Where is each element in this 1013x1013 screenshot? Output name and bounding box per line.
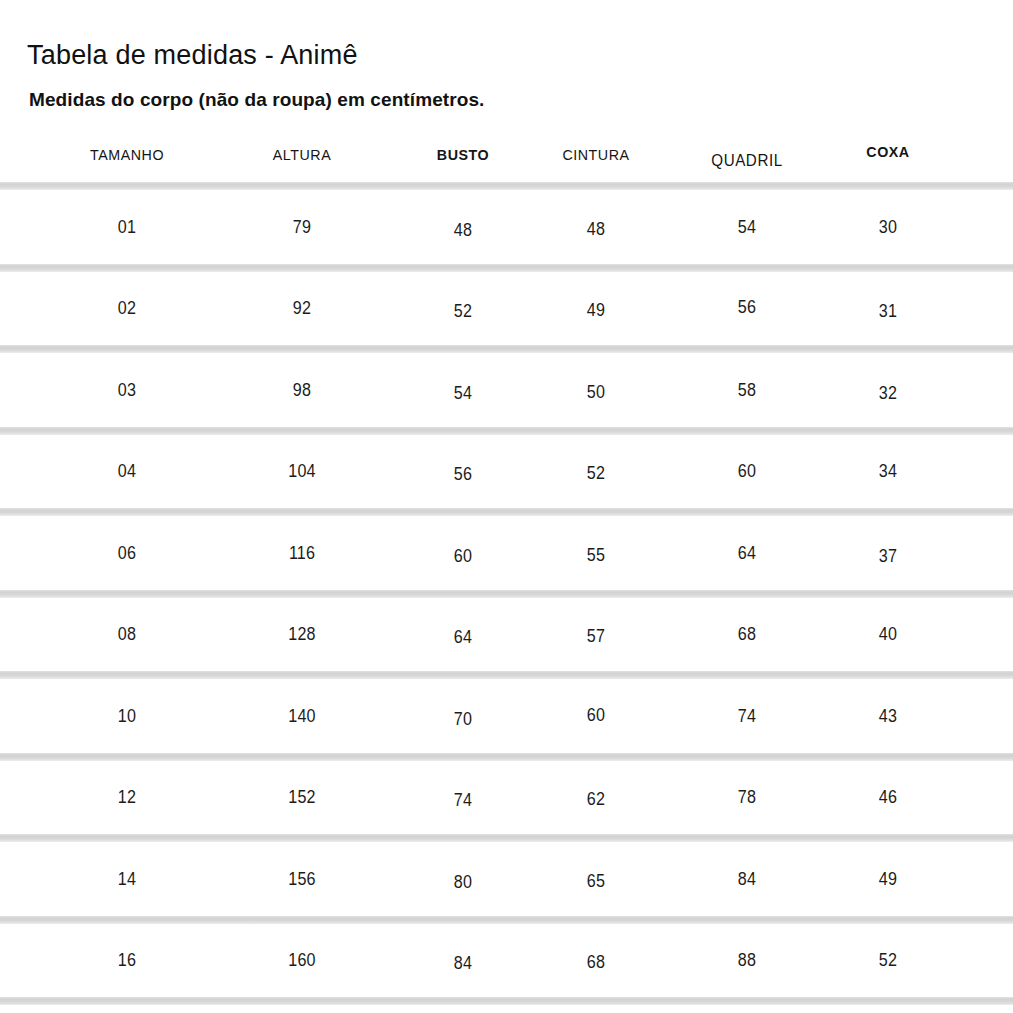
cell-tamanho-row1: 01: [118, 216, 136, 237]
cell-altura-row5: 116: [289, 542, 315, 563]
cell-coxa-row2: 31: [879, 301, 897, 322]
column-header-quadril: QUADRIL: [711, 151, 782, 170]
cell-cintura-row2: 49: [587, 300, 605, 321]
cell-cintura-row4: 52: [587, 463, 605, 484]
cell-quadril-row3: 58: [738, 379, 756, 400]
page-subtitle: Medidas do corpo (não da roupa) em centí…: [29, 89, 485, 111]
column-header-busto: BUSTO: [437, 146, 489, 164]
cell-coxa-row10: 52: [879, 950, 897, 971]
column-header-coxa: COXA: [866, 143, 909, 161]
cell-altura-row7: 140: [288, 705, 315, 726]
cell-altura-row2: 92: [293, 298, 311, 319]
cell-altura-row1: 79: [293, 216, 311, 237]
cell-coxa-row7: 43: [879, 705, 897, 726]
cell-busto-row3: 54: [454, 382, 472, 403]
table-row: 06 116 60 55 64 37: [0, 508, 1013, 590]
cell-cintura-row5: 55: [587, 544, 605, 565]
table-row: 04 104 56 52 60 34: [0, 427, 1013, 509]
row-divider: [0, 264, 1013, 272]
cell-altura-row10: 160: [288, 950, 315, 971]
cell-coxa-row1: 30: [879, 216, 897, 237]
cell-busto-row2: 52: [454, 301, 472, 322]
row-divider: [0, 508, 1013, 516]
cell-cintura-row10: 68: [587, 952, 605, 973]
cell-tamanho-row10: 16: [118, 950, 136, 971]
cell-quadril-row4: 60: [738, 461, 756, 482]
cell-tamanho-row9: 14: [118, 868, 136, 889]
cell-coxa-row6: 40: [879, 624, 897, 645]
cell-tamanho-row8: 12: [118, 787, 136, 808]
table-row: 08 128 64 57 68 40: [0, 590, 1013, 672]
cell-quadril-row8: 78: [738, 787, 756, 808]
cell-quadril-row6: 68: [738, 624, 756, 645]
row-divider: [0, 427, 1013, 435]
cell-busto-row7: 70: [454, 708, 472, 729]
cell-cintura-row6: 57: [587, 626, 605, 647]
cell-busto-row10: 84: [454, 953, 472, 974]
cell-busto-row8: 74: [454, 790, 472, 811]
page: { "header": { "title": "Tabela de medida…: [0, 0, 1013, 1013]
column-header-altura: ALTURA: [273, 146, 332, 164]
cell-cintura-row9: 65: [587, 870, 605, 891]
cell-tamanho-row3: 03: [118, 379, 136, 400]
cell-busto-row6: 64: [454, 627, 472, 648]
row-divider: [0, 182, 1013, 190]
page-title: Tabela de medidas - Animê: [27, 40, 358, 71]
cell-altura-row3: 98: [293, 379, 311, 400]
cell-busto-row9: 80: [454, 871, 472, 892]
table-row: 14 156 80 65 84 49: [0, 834, 1013, 916]
row-divider: [0, 590, 1013, 598]
cell-busto-row4: 56: [454, 464, 472, 485]
cell-quadril-row9: 84: [738, 868, 756, 889]
cell-coxa-row8: 46: [879, 787, 897, 808]
cell-altura-row6: 128: [288, 624, 315, 645]
cell-cintura-row1: 48: [587, 218, 605, 239]
cell-cintura-row7: 60: [587, 704, 605, 725]
table-row: 12 152 74 62 78 46: [0, 753, 1013, 835]
column-header-cintura: CINTURA: [562, 146, 629, 164]
row-divider: [0, 753, 1013, 761]
cell-coxa-row5: 37: [879, 545, 897, 566]
cell-cintura-row3: 50: [587, 381, 605, 402]
cell-coxa-row3: 32: [879, 382, 897, 403]
bottom-divider: [0, 997, 1013, 1005]
cell-tamanho-row2: 02: [118, 298, 136, 319]
row-divider: [0, 834, 1013, 842]
cell-tamanho-row7: 10: [118, 705, 136, 726]
table-row: 01 79 48 48 54 30: [0, 182, 1013, 264]
cell-cintura-row8: 62: [587, 789, 605, 810]
row-divider: [0, 916, 1013, 924]
cell-tamanho-row6: 08: [118, 624, 136, 645]
table-row: 10 140 70 60 74 43: [0, 671, 1013, 753]
size-chart-table: TAMANHO ALTURA BUSTO CINTURA QUADRIL COXA 01 7…: [0, 128, 1013, 1005]
cell-altura-row8: 152: [288, 787, 315, 808]
table-header-row: TAMANHO ALTURA BUSTO CINTURA QUADRIL COXA: [0, 128, 1013, 182]
cell-quadril-row1: 54: [738, 216, 756, 237]
cell-altura-row9: 156: [288, 868, 315, 889]
cell-quadril-row10: 88: [738, 950, 756, 971]
cell-coxa-row9: 49: [879, 868, 897, 889]
table-row: 16 160 84 68 88 52: [0, 916, 1013, 998]
cell-busto-row5: 60: [454, 545, 472, 566]
row-divider: [0, 671, 1013, 679]
cell-coxa-row4: 34: [879, 461, 897, 482]
cell-quadril-row5: 64: [738, 542, 756, 563]
cell-busto-row1: 48: [454, 219, 472, 240]
cell-quadril-row7: 74: [738, 705, 756, 726]
cell-quadril-row2: 56: [738, 297, 756, 318]
column-header-tamanho: TAMANHO: [90, 146, 164, 164]
table-row: 02 92 52 49 56 31: [0, 264, 1013, 346]
row-divider: [0, 345, 1013, 353]
cell-tamanho-row4: 04: [118, 461, 136, 482]
cell-tamanho-row5: 06: [118, 542, 136, 563]
cell-altura-row4: 104: [288, 461, 315, 482]
table-body: 01 79 48 48 54 30 02 92 52 49 56 31 03 98 54 50 58 32 04 10…: [0, 182, 1013, 1005]
table-row: 03 98 54 50 58 32: [0, 345, 1013, 427]
